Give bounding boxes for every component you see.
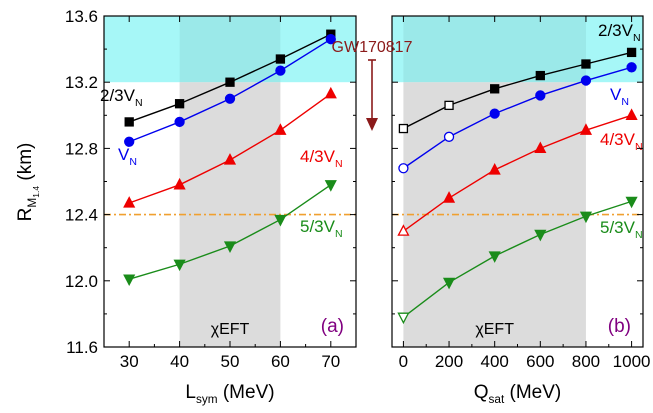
y-tick-label: 11.6: [66, 338, 98, 357]
data-point-s3-3: [274, 214, 287, 227]
chieft-gw-overlap: [403, 16, 586, 83]
data-point-s2-4: [579, 123, 593, 135]
data-point-s1-3: [535, 90, 546, 101]
data-point-s3-4: [324, 180, 337, 192]
data-point-s3-0: [397, 312, 410, 325]
data-point-s1-3: [275, 65, 286, 76]
data-point-s0-3: [275, 54, 286, 64]
data-point-s3-0: [123, 274, 136, 287]
y-tick-label: 12.4: [65, 206, 98, 225]
data-point-s2-2: [488, 163, 501, 175]
series-label-2: 4/3VN: [600, 130, 643, 153]
data-point-s2-5: [625, 108, 638, 120]
x-tick-label: 400: [480, 352, 508, 371]
y-tick-label: 12.0: [65, 272, 98, 291]
data-point-s0-0: [124, 117, 134, 127]
data-point-s1-0: [124, 136, 135, 147]
gw-band: [392, 16, 643, 83]
data-point-s1-1: [443, 131, 455, 142]
data-point-s3-1: [173, 259, 186, 272]
data-point-s2-3: [534, 141, 547, 154]
data-point-s2-1: [442, 191, 456, 203]
data-point-s1-4: [325, 34, 336, 45]
series-line-0: [403, 51, 632, 130]
data-point-s3-3: [534, 229, 547, 242]
data-point-s2-3: [274, 123, 287, 135]
data-point-s2-0: [397, 224, 410, 236]
series-label-1: VN: [610, 85, 629, 108]
data-point-s1-2: [489, 108, 500, 119]
x-tick-label: 1000: [613, 352, 651, 371]
gw-arrow-head: [366, 118, 378, 131]
series-label-2: 4/3VN: [300, 147, 343, 170]
series-line-2: [402, 114, 632, 232]
y-tick-label: 13.6: [65, 7, 98, 26]
data-point-s1-4: [580, 75, 592, 86]
x-tick-label: 60: [271, 352, 290, 371]
series-label-0: 2/3VN: [100, 86, 143, 109]
x-tick-label: 30: [120, 352, 139, 371]
data-point-s3-4: [579, 211, 593, 224]
y-tick-label: 13.2: [65, 73, 98, 92]
data-point-s1-1: [174, 116, 185, 128]
data-point-s0-1: [174, 99, 185, 109]
series-line-1: [403, 66, 632, 169]
series-label-3: 5/3VN: [300, 217, 343, 240]
x-tick-label: 0: [399, 352, 408, 371]
data-point-s3-5: [625, 196, 638, 209]
x-tick-label: 800: [572, 352, 600, 371]
y-tick-label: 12.8: [65, 139, 98, 158]
series-label-0: 2/3VN: [598, 21, 641, 44]
data-point-s0-2: [225, 77, 235, 87]
data-point-s1-5: [626, 62, 637, 73]
x-tick-label: 40: [170, 352, 189, 371]
series-label-1: VN: [118, 145, 137, 168]
data-point-s2-0: [123, 196, 136, 208]
data-point-s2-4: [324, 86, 337, 99]
data-point-s1-2: [224, 93, 236, 104]
series-line-3: [402, 200, 632, 318]
y-axis-title: RM1.4 (km): [15, 143, 41, 222]
data-point-s3-1: [442, 277, 456, 290]
series-label-3: 5/3VN: [600, 218, 643, 241]
data-point-s1-0: [398, 163, 409, 174]
data-point-s2-2: [223, 153, 237, 165]
data-point-s0-0: [398, 123, 409, 134]
panel-tag: (b): [608, 316, 631, 337]
x-axis-title: Lsym (MeV): [185, 382, 274, 406]
data-point-s0-3: [535, 70, 545, 81]
x-tick-label: 200: [435, 352, 463, 371]
data-point-s0-4: [581, 59, 591, 69]
x-tick-label: 70: [321, 352, 340, 371]
chieft-label: χEFT: [211, 321, 250, 338]
x-axis-title: Qsat (MeV): [474, 382, 561, 406]
panel-tag: (a): [321, 316, 344, 337]
chieft-label: χEFT: [475, 321, 514, 338]
panel-a: χEFT 2/3VN VN 4/3VN 5/3VN 30 40 50 60 70 11.6 12.0 1…: [65, 7, 357, 406]
panel-b: χEFT 2/3VN VN 4/3VN 5/3VN 0 200 400 600 800 1000 (b…: [391, 15, 651, 406]
data-point-s0-1: [444, 100, 454, 111]
data-point-s3-2: [223, 241, 237, 253]
x-tick-label: 600: [526, 352, 554, 371]
data-point-s0-2: [490, 84, 500, 94]
data-point-s2-1: [173, 177, 186, 190]
data-point-s3-2: [488, 251, 501, 263]
chieft-gw-overlap: [179, 16, 281, 83]
x-tick-label: 50: [221, 352, 240, 371]
gw170817-label: GW170817: [332, 39, 413, 56]
data-point-s0-5: [626, 47, 637, 58]
